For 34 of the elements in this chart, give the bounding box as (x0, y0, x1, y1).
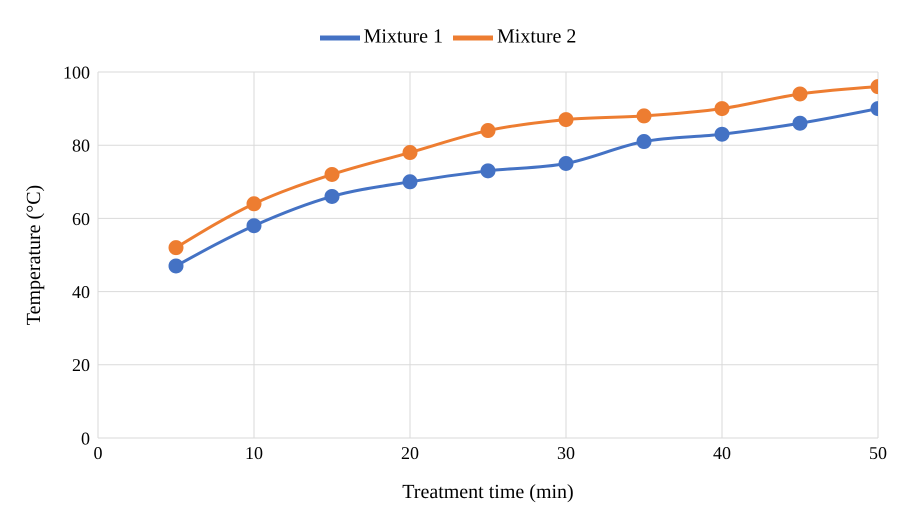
y-tick-label: 40 (72, 282, 90, 302)
point (324, 166, 340, 182)
point (480, 163, 496, 178)
y-tick-label: 0 (81, 428, 90, 448)
y-tick-label: 100 (63, 62, 90, 82)
x-tick-label: 30 (557, 442, 575, 463)
point (246, 218, 262, 234)
point (636, 134, 652, 150)
point (402, 145, 418, 160)
x-tick-label: 10 (245, 442, 263, 463)
x-tick-label: 40 (713, 442, 731, 463)
point (792, 86, 808, 102)
y-axis-title: Temperature (°C) (23, 184, 46, 326)
point (714, 126, 730, 142)
legend-label: Mixture 1 (364, 26, 443, 48)
point (558, 156, 574, 171)
point (246, 196, 262, 212)
point (480, 123, 496, 138)
point (714, 101, 730, 116)
point (636, 108, 652, 124)
point (558, 112, 574, 128)
point (402, 174, 418, 190)
legend-label: Mixture 2 (497, 26, 576, 48)
point (324, 188, 340, 204)
y-tick-label: 80 (72, 136, 90, 156)
point (792, 116, 808, 131)
x-tick-label: 20 (401, 442, 419, 463)
x-tick-label: 50 (869, 442, 887, 463)
point (168, 240, 184, 256)
x-tick-label: 0 (94, 442, 102, 463)
y-tick-label: 60 (72, 208, 90, 229)
point (168, 258, 184, 274)
x-axis-title: Treatment time (min) (402, 481, 574, 503)
y-tick-label: 20 (72, 355, 90, 376)
